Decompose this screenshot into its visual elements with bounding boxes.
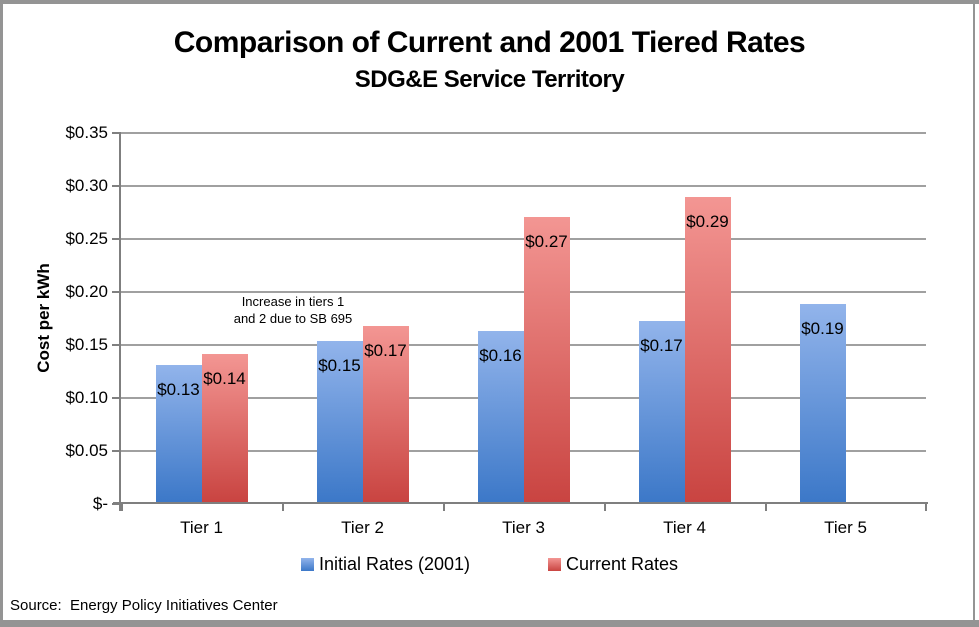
chart-annotation: Increase in tiers 1 and 2 due to SB 695 xyxy=(233,294,353,326)
y-tick-label: $0.15 xyxy=(65,335,108,354)
frame-border-right xyxy=(973,4,975,620)
bar-initial-tier-3 xyxy=(477,331,524,502)
chart-subtitle: SDG&E Service Territory xyxy=(354,66,625,93)
category-label: Tier 4 xyxy=(663,518,706,537)
category-label: Tier 3 xyxy=(502,518,545,537)
y-axis-tick xyxy=(112,132,121,134)
y-axis-tick xyxy=(112,238,121,240)
frame-border-bottom xyxy=(0,620,979,627)
x-axis-tick xyxy=(765,504,767,511)
source-note: Source: Energy Policy Initiatives Center xyxy=(10,597,278,614)
y-axis-tick xyxy=(112,291,121,293)
bar-data-label: $0.15 xyxy=(318,355,361,375)
category-label: Tier 5 xyxy=(824,518,867,537)
y-axis-title: Cost per kWh xyxy=(34,263,53,373)
bar-data-label: $0.17 xyxy=(640,335,683,355)
x-axis-tick xyxy=(282,504,284,511)
category-label: Tier 2 xyxy=(341,518,384,537)
legend-item-current-rates: Current Rates xyxy=(548,554,678,575)
y-tick-label: $0.10 xyxy=(65,388,108,407)
legend-label: Current Rates xyxy=(566,554,679,574)
gridline xyxy=(121,185,926,187)
x-axis-tick xyxy=(443,504,445,511)
bar-initial-tier-2 xyxy=(316,340,363,502)
plot-area: Increase in tiers 1 and 2 due to SB 695 … xyxy=(65,124,928,537)
y-tick-label: $0.35 xyxy=(65,123,108,142)
x-axis-tick xyxy=(121,504,123,511)
y-axis-tick xyxy=(112,344,121,346)
x-axis-tick xyxy=(925,504,927,511)
x-axis-tick xyxy=(604,504,606,511)
bar-current-tier-4 xyxy=(684,196,731,502)
frame-border-left xyxy=(0,0,3,627)
bar-initial-tier-5 xyxy=(799,303,846,502)
bar-initial-tier-4 xyxy=(638,320,685,502)
legend-swatch-blue-icon xyxy=(300,558,314,571)
chart-title: Comparison of Current and 2001 Tiered Ra… xyxy=(173,26,806,59)
bar-data-label: $0.13 xyxy=(157,380,200,400)
frame-border-top xyxy=(0,0,979,4)
bar-data-label: $0.14 xyxy=(203,368,246,388)
y-axis-tick xyxy=(112,450,121,452)
bar-data-label: $0.29 xyxy=(686,211,729,231)
y-tick-label: $0.05 xyxy=(65,441,108,460)
bar-data-label: $0.16 xyxy=(479,346,522,366)
bar-current-tier-3 xyxy=(523,216,570,502)
y-tick-label: $0.20 xyxy=(65,282,108,301)
gridline xyxy=(121,132,926,134)
legend-item-initial-rates: Initial Rates (2001) xyxy=(300,554,471,575)
x-axis-line xyxy=(113,502,928,504)
y-tick-label: $- xyxy=(92,494,108,513)
bar-data-label: $0.27 xyxy=(525,231,568,251)
y-tick-label: $0.30 xyxy=(65,176,108,195)
bar-current-tier-2 xyxy=(362,326,409,502)
bar-data-label: $0.17 xyxy=(364,341,407,361)
category-label: Tier 1 xyxy=(180,518,223,537)
y-axis-tick xyxy=(112,185,121,187)
bar-initial-tier-1 xyxy=(155,365,202,502)
legend-swatch-red-icon xyxy=(548,558,562,571)
y-axis-tick xyxy=(112,397,121,399)
legend-label: Initial Rates (2001) xyxy=(318,554,471,574)
y-axis-tick xyxy=(112,503,121,505)
chart-legend: Initial Rates (2001) Current Rates xyxy=(0,554,979,575)
y-axis-line xyxy=(119,133,121,511)
bar-data-label: $0.19 xyxy=(801,318,844,338)
y-tick-label: $0.25 xyxy=(65,229,108,248)
bar-current-tier-1 xyxy=(201,353,248,502)
